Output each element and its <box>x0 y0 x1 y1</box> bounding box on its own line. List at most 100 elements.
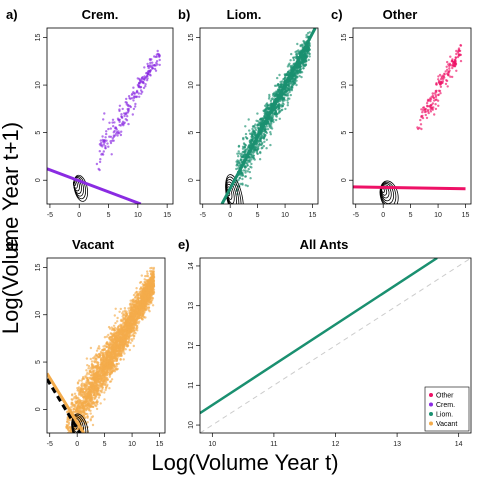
point <box>279 96 283 99</box>
point <box>95 370 98 373</box>
point <box>69 426 72 430</box>
point <box>455 49 458 53</box>
point <box>119 124 123 127</box>
point <box>422 106 425 110</box>
point <box>241 183 244 186</box>
point <box>123 114 126 118</box>
point <box>257 123 260 126</box>
point <box>140 76 144 80</box>
point <box>119 323 122 326</box>
point <box>118 330 121 333</box>
point <box>100 375 103 378</box>
panel-letter-a: a) <box>6 7 18 22</box>
point <box>304 49 308 52</box>
point <box>148 310 151 313</box>
x-tick-label: 10 <box>434 212 442 219</box>
point <box>143 66 146 69</box>
point <box>116 117 120 120</box>
point <box>434 103 437 106</box>
point <box>138 77 141 81</box>
point <box>101 135 104 138</box>
point <box>66 438 68 440</box>
point <box>71 436 73 438</box>
point <box>99 402 102 405</box>
point <box>308 52 311 56</box>
point <box>118 344 122 348</box>
point <box>115 331 118 334</box>
point <box>86 376 89 379</box>
point <box>138 293 141 297</box>
point <box>134 105 137 108</box>
point <box>132 329 135 332</box>
point <box>89 369 92 372</box>
point <box>278 85 281 88</box>
point <box>267 97 271 100</box>
point <box>256 120 260 123</box>
point <box>250 138 253 141</box>
point <box>285 89 288 93</box>
point <box>278 111 281 114</box>
point <box>431 108 434 111</box>
point <box>269 118 272 121</box>
point <box>442 75 446 78</box>
point <box>273 84 277 88</box>
point <box>125 328 128 331</box>
point <box>115 362 119 366</box>
point <box>419 118 422 122</box>
point <box>66 455 68 457</box>
point <box>90 396 93 399</box>
point <box>151 304 155 307</box>
x-tick-label: 15 <box>462 212 470 219</box>
point <box>105 130 108 133</box>
point <box>120 130 123 133</box>
point <box>129 317 132 320</box>
point <box>446 60 449 64</box>
point <box>87 394 90 397</box>
point <box>97 370 101 373</box>
point <box>286 92 290 95</box>
point <box>102 374 105 377</box>
point <box>93 374 96 377</box>
point <box>89 419 93 422</box>
point <box>283 96 286 99</box>
point <box>434 107 438 111</box>
point <box>68 445 70 447</box>
point <box>254 133 257 136</box>
point <box>98 394 102 397</box>
point <box>68 451 70 453</box>
point <box>292 56 295 59</box>
point <box>118 310 121 313</box>
point <box>155 55 158 58</box>
point <box>113 129 116 133</box>
point <box>142 289 145 292</box>
point <box>146 270 149 273</box>
point <box>122 122 126 125</box>
point <box>108 352 112 355</box>
point <box>90 360 94 363</box>
point <box>70 398 73 401</box>
point <box>307 58 310 62</box>
point <box>286 65 290 68</box>
point <box>298 63 301 66</box>
point <box>248 170 251 174</box>
point <box>454 62 457 65</box>
point <box>126 320 129 323</box>
point <box>243 165 247 168</box>
point <box>123 307 127 310</box>
point <box>251 127 254 131</box>
point <box>290 52 293 56</box>
point <box>249 177 252 180</box>
point <box>281 98 284 101</box>
point <box>86 399 90 403</box>
y-tick-label: 5 <box>341 131 348 135</box>
point <box>278 73 281 77</box>
point <box>83 438 85 440</box>
point <box>72 442 74 444</box>
x-tick-label: 0 <box>381 212 385 219</box>
point <box>89 346 93 350</box>
point <box>112 139 115 142</box>
point <box>95 407 99 411</box>
point <box>308 55 311 58</box>
point <box>140 316 143 320</box>
point <box>138 281 142 284</box>
